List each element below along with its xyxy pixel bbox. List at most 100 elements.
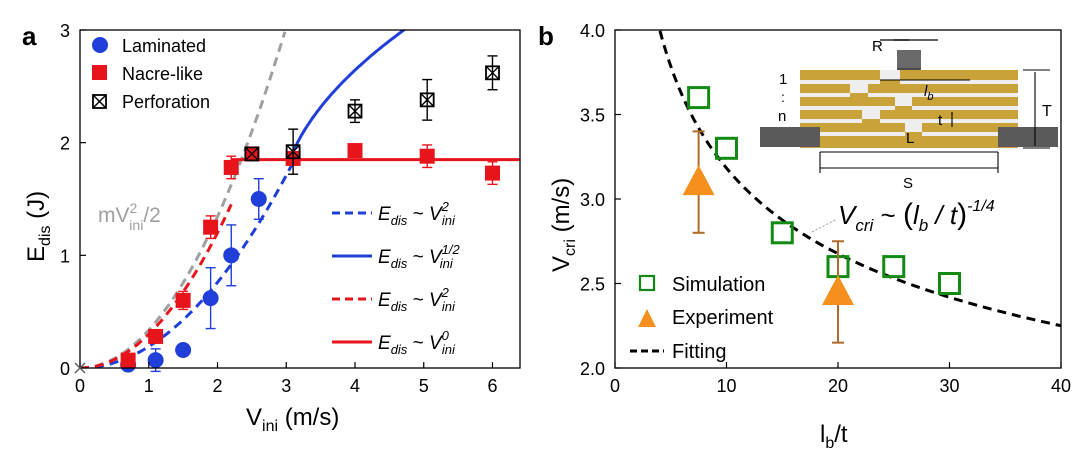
y-tick-label: 2.5: [580, 275, 605, 295]
point-simulation: [938, 272, 961, 295]
inset-label-dots: :: [781, 89, 785, 105]
point-nacre-like: [223, 155, 239, 180]
legend-marker-simulation: [638, 274, 656, 292]
inset-label-t: t: [938, 112, 943, 129]
fit-curve-blue-sqrt: [288, 30, 407, 161]
y-tick-label: 3: [60, 21, 70, 41]
x-tick-label: 0: [75, 376, 85, 396]
point-simulation: [715, 136, 738, 160]
panel-a-fit-curves: [80, 30, 520, 368]
panel-a-legend: Laminated Nacre-like Perforation: [92, 36, 210, 112]
point-nacre-like: [175, 290, 191, 311]
inset-label-S: S: [903, 175, 913, 192]
fit-legend-text-4: Edis ~ V0 ini: [378, 328, 456, 357]
panel-b-fit-curve: [658, 30, 1061, 328]
origin-marker: [74, 362, 86, 374]
fit-curve-fitting: [658, 30, 1061, 328]
legend-label-experiment: Experiment: [672, 307, 774, 329]
panel-b-label: b: [538, 21, 554, 51]
point-laminated: [147, 348, 164, 373]
point-nacre-like: [347, 143, 363, 159]
point-experiment: [822, 240, 854, 344]
x-tick-label: 20: [828, 376, 848, 396]
point-nacre-like: [148, 328, 164, 344]
y-tick-label: 3.5: [580, 106, 605, 126]
legend-label-simulation: Simulation: [672, 274, 765, 296]
panel-a-fit-legend: Edis ~ V2 ini Edis ~ V1/2 ini Edis ~ V2 ini…: [332, 199, 460, 357]
point-nacre-like: [419, 144, 435, 169]
x-tick-label: 30: [939, 376, 959, 396]
y-tick-label: 0: [60, 359, 70, 379]
legend-marker-laminated: [92, 37, 108, 53]
point-nacre-like: [120, 352, 136, 368]
panel-a-label: a: [22, 21, 37, 51]
support-right: [998, 127, 1058, 147]
point-perforation: [244, 146, 260, 162]
inset-label-layer-1: 1: [779, 71, 787, 88]
y-tick-label: 1: [60, 246, 70, 266]
panel-a-ylabel: Edis (J): [23, 191, 54, 262]
fit-legend-text-2: Edis ~ V1/2 ini: [378, 242, 460, 271]
point-simulation: [770, 221, 794, 245]
y-tick-label: 3.0: [580, 190, 605, 210]
legend-label-perforation: Perforation: [122, 92, 210, 112]
legend-marker-experiment: [638, 309, 656, 327]
equation-pointer: [811, 218, 838, 233]
panel-b-legend: Simulation Experiment Fitting: [630, 274, 774, 363]
point-perforation: [485, 55, 500, 91]
panel-a-xlabel: Vini (m/s): [246, 404, 339, 435]
x-tick-label: 40: [1051, 376, 1071, 396]
point-perforation: [419, 78, 435, 121]
point-laminated: [250, 178, 267, 220]
point-perforation: [347, 99, 363, 124]
impactor-body: [897, 50, 921, 68]
legend-marker-nacre-like: [92, 65, 107, 80]
panel-b-xlabel: lb/t: [820, 421, 848, 452]
legend-label-laminated: Laminated: [122, 36, 206, 56]
y-tick-label: 4.0: [580, 21, 605, 41]
point-laminated: [202, 267, 219, 330]
fit-legend-text-1: Edis ~ V2 ini: [378, 199, 456, 228]
point-nacre-like: [485, 161, 500, 186]
x-tick-label: 5: [419, 376, 429, 396]
point-simulation: [687, 86, 711, 110]
fit-legend-text-3: Edis ~ V2 ini: [378, 285, 456, 314]
y-tick-label: 2.0: [580, 359, 605, 379]
panel-b-ylabel: Vcri (m/s): [548, 178, 579, 272]
x-tick-label: 10: [716, 376, 736, 396]
inset-label-T: T: [1042, 103, 1052, 120]
y-tick-label: 2: [60, 134, 70, 154]
x-tick-label: 0: [610, 376, 620, 396]
x-tick-label: 6: [487, 376, 497, 396]
fit-equation: Vcri ~ (lb / t)-1/4: [838, 198, 995, 235]
point-experiment: [682, 130, 715, 234]
panel-a-data-points: [120, 55, 500, 373]
panel-a: a 0 1 2 3 4 5 6 0 1 2 3 Vini (m/s) Edis (J) Lamina…: [22, 21, 521, 435]
legend-marker-perforation: [92, 94, 107, 109]
inset-label-R: R: [872, 38, 883, 55]
point-laminated: [175, 341, 192, 358]
panel-b: b R: [538, 21, 1071, 452]
inset-schematic: R lb t T: [760, 38, 1058, 192]
point-simulation: [882, 255, 906, 279]
x-tick-label: 2: [212, 376, 222, 396]
inset-label-lb: lb: [924, 83, 933, 103]
panel-b-data-points: [682, 86, 961, 344]
plate-gaps: [800, 70, 1018, 136]
point-perforation: [285, 128, 301, 175]
point-nacre-like: [203, 215, 219, 240]
fit-curve-blue-v2: [80, 161, 295, 368]
point-laminated: [223, 224, 240, 287]
panel-a-frame: [79, 29, 521, 369]
mv2-annotation: mV2 ini/2: [98, 200, 161, 233]
x-tick-label: 4: [350, 376, 360, 396]
inset-label-layer-n: n: [778, 108, 786, 125]
legend-label-nacre-like: Nacre-like: [122, 64, 203, 84]
legend-label-fitting: Fitting: [672, 341, 726, 363]
x-tick-label: 1: [144, 376, 154, 396]
support-left: [760, 127, 820, 147]
inset-label-L: L: [906, 130, 914, 147]
panel-a-ticks: 0 1 2 3 4 5 6 0 1 2 3: [60, 21, 498, 396]
x-tick-label: 3: [281, 376, 291, 396]
